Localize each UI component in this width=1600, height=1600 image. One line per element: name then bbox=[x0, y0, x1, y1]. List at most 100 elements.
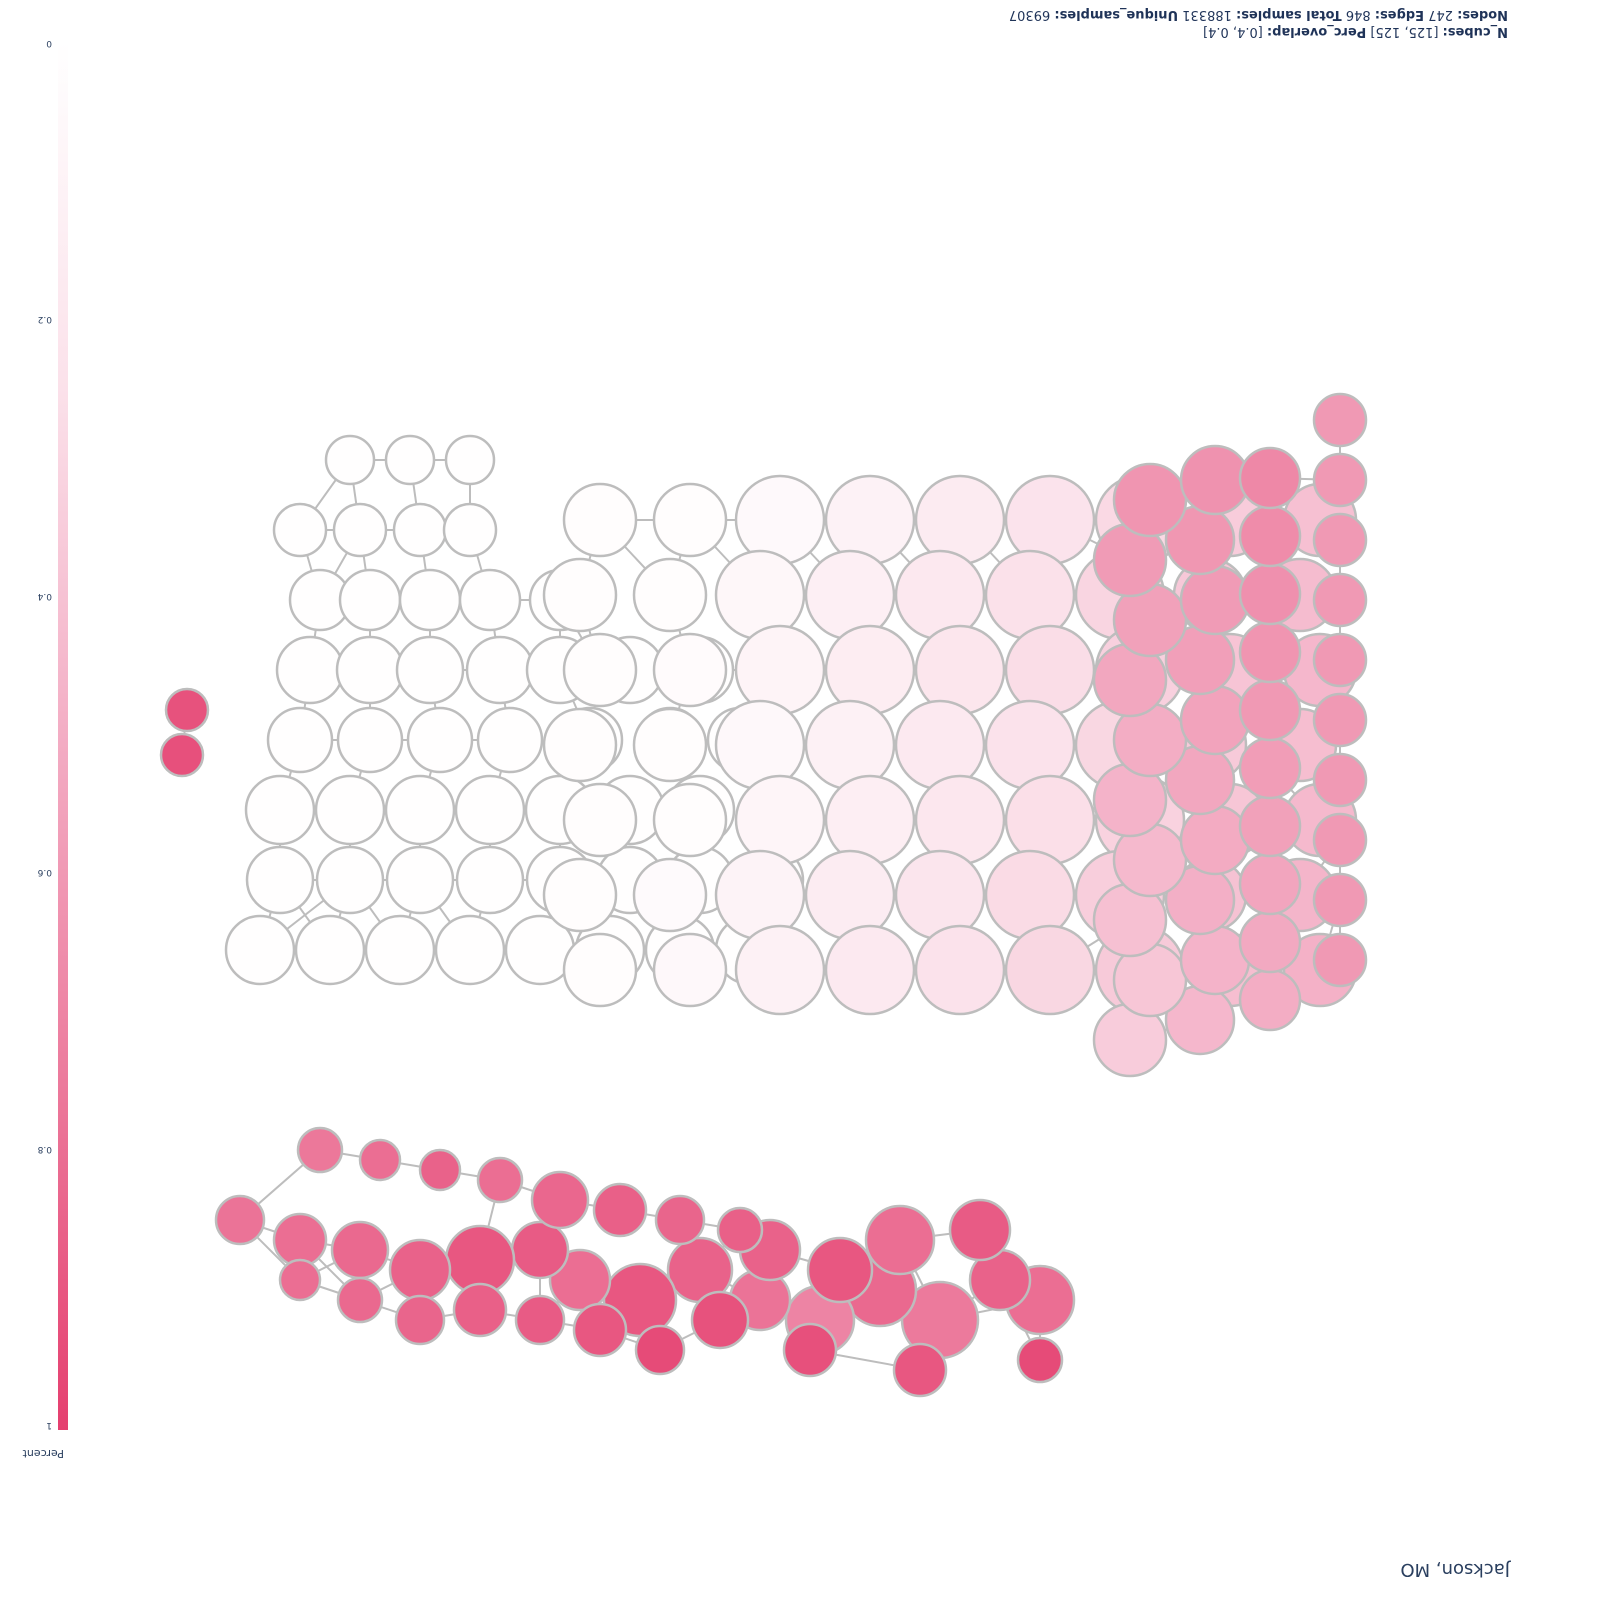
graph-node[interactable] bbox=[984, 849, 1076, 941]
graph-node[interactable] bbox=[806, 1236, 874, 1304]
graph-node[interactable] bbox=[542, 857, 618, 933]
graph-node[interactable] bbox=[465, 635, 535, 705]
graph-node[interactable] bbox=[894, 849, 986, 941]
graph-node[interactable] bbox=[442, 502, 498, 558]
graph-node[interactable] bbox=[455, 845, 525, 915]
graph-node[interactable] bbox=[1179, 804, 1251, 876]
graph-node[interactable] bbox=[272, 1212, 328, 1268]
graph-node[interactable] bbox=[392, 502, 448, 558]
graph-node[interactable] bbox=[562, 482, 638, 558]
graph-node[interactable] bbox=[1004, 774, 1096, 866]
graph-node[interactable] bbox=[562, 782, 638, 858]
graph-node[interactable] bbox=[266, 706, 334, 774]
graph-node[interactable] bbox=[272, 502, 328, 558]
graph-node[interactable] bbox=[914, 474, 1006, 566]
graph-node[interactable] bbox=[444, 434, 496, 486]
graph-node[interactable] bbox=[1312, 452, 1368, 508]
graph-node[interactable] bbox=[458, 568, 522, 632]
graph-node[interactable] bbox=[1238, 736, 1302, 800]
graph-node[interactable] bbox=[1312, 572, 1368, 628]
graph-node[interactable] bbox=[914, 774, 1006, 866]
graph-node[interactable] bbox=[1312, 872, 1368, 928]
graph-node[interactable] bbox=[632, 707, 708, 783]
graph-node[interactable] bbox=[510, 1220, 570, 1280]
graph-node[interactable] bbox=[734, 774, 826, 866]
graph-node[interactable] bbox=[244, 774, 316, 846]
graph-node[interactable] bbox=[562, 632, 638, 708]
graph-node[interactable] bbox=[330, 1220, 390, 1280]
graph-node[interactable] bbox=[335, 635, 405, 705]
graph-node[interactable] bbox=[714, 549, 806, 641]
graph-node[interactable] bbox=[384, 774, 456, 846]
graph-node[interactable] bbox=[315, 845, 385, 915]
graph-node[interactable] bbox=[1312, 632, 1368, 688]
graph-node[interactable] bbox=[1312, 392, 1368, 448]
graph-node[interactable] bbox=[914, 624, 1006, 716]
graph-node[interactable] bbox=[159, 732, 205, 778]
graph-node[interactable] bbox=[634, 1324, 686, 1376]
graph-node[interactable] bbox=[652, 632, 728, 708]
graph-node[interactable] bbox=[804, 699, 896, 791]
graph-node[interactable] bbox=[398, 568, 462, 632]
graph-node[interactable] bbox=[542, 707, 618, 783]
graph-node[interactable] bbox=[592, 1182, 648, 1238]
graph-node[interactable] bbox=[1179, 924, 1251, 996]
graph-node[interactable] bbox=[632, 557, 708, 633]
graph-node[interactable] bbox=[338, 568, 402, 632]
graph-node[interactable] bbox=[690, 1290, 750, 1350]
graph-node[interactable] bbox=[434, 914, 506, 986]
graph-node[interactable] bbox=[734, 924, 826, 1016]
graph-node[interactable] bbox=[1016, 1336, 1064, 1384]
graph-node[interactable] bbox=[454, 774, 526, 846]
graph-node[interactable] bbox=[654, 1194, 706, 1246]
graph-node[interactable] bbox=[948, 1198, 1012, 1262]
graph-node[interactable] bbox=[542, 557, 618, 633]
graph-node[interactable] bbox=[1312, 512, 1368, 568]
graph-node[interactable] bbox=[452, 1282, 508, 1338]
graph-node[interactable] bbox=[1312, 812, 1368, 868]
graph-node[interactable] bbox=[652, 932, 728, 1008]
graph-node[interactable] bbox=[734, 474, 826, 566]
graph-node[interactable] bbox=[572, 1302, 628, 1358]
graph-node[interactable] bbox=[632, 857, 708, 933]
graph-node[interactable] bbox=[476, 1156, 524, 1204]
graph-node[interactable] bbox=[1312, 752, 1368, 808]
graph-node[interactable] bbox=[358, 1138, 402, 1182]
graph-node[interactable] bbox=[1312, 692, 1368, 748]
graph-node[interactable] bbox=[1238, 910, 1302, 974]
graph-node[interactable] bbox=[652, 482, 728, 558]
graph-node[interactable] bbox=[275, 635, 345, 705]
graph-node[interactable] bbox=[476, 706, 544, 774]
graph-node[interactable] bbox=[824, 774, 916, 866]
graph-node[interactable] bbox=[364, 914, 436, 986]
graph-node[interactable] bbox=[296, 1126, 344, 1174]
graph-node[interactable] bbox=[734, 624, 826, 716]
graph-node[interactable] bbox=[336, 1276, 384, 1324]
graph-node[interactable] bbox=[1238, 504, 1302, 568]
graph-node[interactable] bbox=[332, 502, 388, 558]
graph-node[interactable] bbox=[336, 706, 404, 774]
graph-node[interactable] bbox=[395, 635, 465, 705]
graph-node[interactable] bbox=[224, 914, 296, 986]
graph-node[interactable] bbox=[406, 706, 474, 774]
graph-node[interactable] bbox=[1179, 564, 1251, 636]
graph-node[interactable] bbox=[1238, 852, 1302, 916]
graph-node[interactable] bbox=[1179, 444, 1251, 516]
graph-node[interactable] bbox=[714, 849, 806, 941]
graph-node[interactable] bbox=[1004, 474, 1096, 566]
graph-node[interactable] bbox=[1238, 968, 1302, 1032]
graph-node[interactable] bbox=[824, 924, 916, 1016]
graph-node[interactable] bbox=[1238, 678, 1302, 742]
graph-node[interactable] bbox=[418, 1148, 462, 1192]
graph-node[interactable] bbox=[714, 699, 806, 791]
graph-node[interactable] bbox=[324, 434, 376, 486]
graph-node[interactable] bbox=[1312, 932, 1368, 988]
graph-node[interactable] bbox=[1238, 446, 1302, 510]
graph-node[interactable] bbox=[1238, 562, 1302, 626]
graph-node[interactable] bbox=[514, 1294, 566, 1346]
graph-node[interactable] bbox=[385, 845, 455, 915]
graph-node[interactable] bbox=[388, 1238, 452, 1302]
graph-node[interactable] bbox=[1238, 620, 1302, 684]
graph-node[interactable] bbox=[984, 699, 1076, 791]
graph-node[interactable] bbox=[1179, 684, 1251, 756]
